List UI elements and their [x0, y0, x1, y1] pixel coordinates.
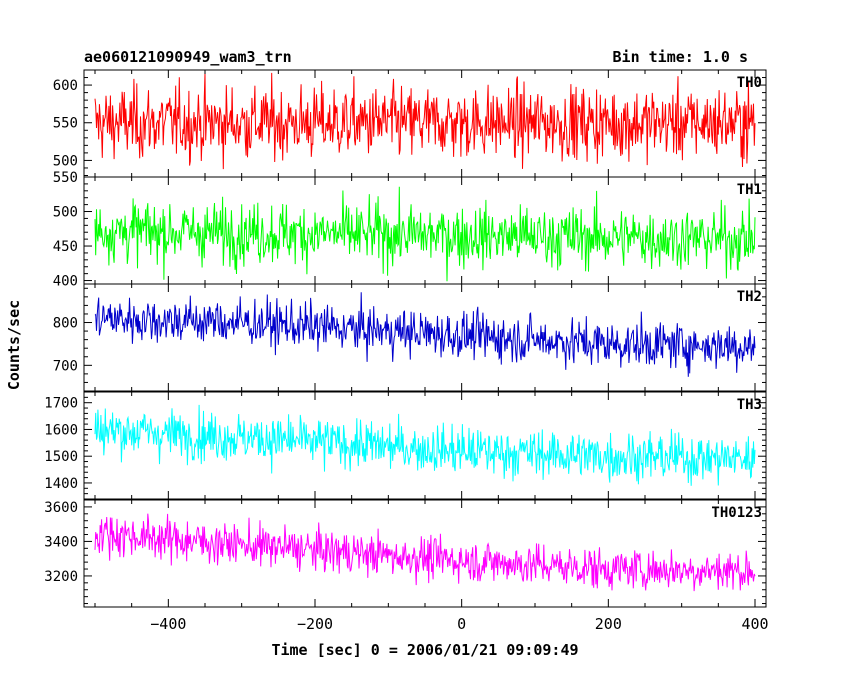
y-tick-label: 3600: [44, 500, 78, 516]
series-th3: [94, 404, 756, 486]
bin-time-label: Bin time: 1.0 s: [613, 48, 748, 66]
y-tick-label: 800: [53, 316, 78, 332]
y-tick-label: 400: [53, 274, 78, 290]
chart-title: ae060121090949_wam3_trn: [84, 48, 292, 66]
series-th0123: [94, 513, 756, 592]
y-tick-label: 1700: [44, 396, 78, 412]
x-tick-label: −200: [297, 615, 333, 633]
y-tick-label: 550: [53, 116, 78, 132]
y-tick-label: 1600: [44, 422, 78, 438]
panel-label-th0123: TH0123: [711, 505, 762, 521]
panel-label-th3: TH3: [737, 397, 762, 413]
x-axis-label: Time [sec] 0 = 2006/01/21 09:09:49: [271, 641, 578, 659]
y-tick-label: 1500: [44, 449, 78, 465]
x-tick-label: 400: [741, 615, 768, 633]
y-tick-label: 3400: [44, 534, 78, 550]
y-tick-label: 700: [53, 358, 78, 374]
panel-label-th0: TH0: [737, 75, 762, 91]
x-tick-label: 200: [595, 615, 622, 633]
series-th2: [94, 292, 756, 377]
y-tick-label: 1400: [44, 476, 78, 492]
y-tick-label: 600: [53, 78, 78, 94]
y-tick-label: 500: [53, 205, 78, 221]
x-tick-label: 0: [457, 615, 466, 633]
y-tick-label: 450: [53, 239, 78, 255]
x-tick-label: −400: [150, 615, 186, 633]
series-th1: [94, 186, 756, 282]
y-axis-label: Counts/sec: [5, 300, 23, 390]
y-tick-label: 550: [53, 170, 78, 186]
panel-label-th1: TH1: [737, 182, 762, 198]
panel-label-th2: TH2: [737, 289, 762, 305]
y-tick-label: 500: [53, 153, 78, 169]
y-tick-label: 3200: [44, 569, 78, 585]
series-th0: [94, 72, 756, 170]
